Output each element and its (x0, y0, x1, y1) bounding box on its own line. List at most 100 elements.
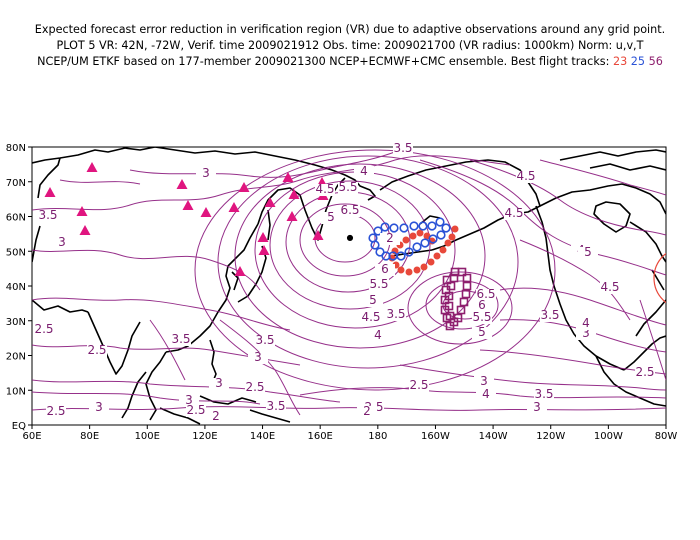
title-line-2: PLOT 5 VR: 42N, -72W, Verif. time 200902… (56, 39, 644, 52)
contour-label: 5 (327, 210, 335, 224)
contour-label: 3 (533, 400, 541, 414)
contour-label-bg (476, 289, 496, 301)
contour-label-bg (354, 166, 374, 178)
longitude-axis: 60E 80E 100E 120E 140E 160E 180 160W 140W 120W 100… (22, 425, 677, 442)
square-marker (456, 305, 466, 315)
contour-label-bg (386, 309, 406, 321)
contour-label-bg (52, 237, 72, 249)
contour-label-bg (179, 395, 199, 407)
square-marker (440, 295, 450, 305)
contour-label-bg (504, 208, 524, 220)
contour-label: 3.5 (38, 208, 57, 222)
contour-label-bg (38, 210, 58, 222)
contour-label-bg (361, 312, 381, 324)
red-dot-marker (416, 229, 424, 237)
contour-label-bg (315, 184, 335, 196)
lat-tick-label: 20N (6, 352, 26, 363)
red-dot-marker (413, 266, 421, 274)
contour-label-bg (34, 324, 54, 336)
triangle-marker (182, 200, 194, 210)
contour-label-bg (576, 328, 596, 340)
contour-label: 2.5 (87, 343, 106, 357)
blue-circle-marker (409, 221, 419, 231)
blue-circle-marker (373, 226, 383, 236)
contour-label-bg (321, 212, 341, 224)
square-marker (459, 297, 469, 307)
contour-label: 5.5 (338, 180, 357, 194)
contour-label: 3.5 (393, 141, 412, 155)
contour-label: 3.5 (171, 332, 190, 346)
triangle-marker (86, 162, 98, 172)
contour-label-bg (472, 312, 492, 324)
contour-label-bg (248, 352, 268, 364)
red-dot-marker (397, 266, 405, 274)
latitude-axis: 80N 70N 60N 50N 40N 30N 20N 10N EQ (6, 143, 32, 432)
contour-label: 5 (584, 245, 592, 259)
contour-label-bg (338, 182, 358, 194)
contour-label: 4.5 (361, 310, 380, 324)
triangle-marker (312, 230, 324, 240)
contour-label: 3 (202, 166, 210, 180)
contour-label-bg (209, 378, 229, 390)
lat-tick-label: 30N (6, 317, 26, 328)
blue-circle-marker (420, 238, 430, 248)
contour-label: 6 (381, 262, 389, 276)
contour-label-bg (186, 405, 206, 417)
lat-tick-label: 50N (6, 247, 26, 258)
contour-label-bg (196, 168, 216, 180)
red-dot-marker (405, 268, 413, 276)
contour-label: 3 (215, 376, 223, 390)
contour-label: 3 (254, 350, 262, 364)
blue-circle-marker (375, 247, 385, 257)
lon-tick-label: 160W (421, 431, 450, 442)
contour-label-bg (87, 345, 107, 357)
contour-label-bg (527, 402, 547, 414)
contour-label: 3 (582, 326, 590, 340)
contour-label: 2 (386, 231, 394, 245)
blue-circle-marker (428, 234, 438, 244)
contour-label: 3.5 (540, 308, 559, 322)
contour-label-bg (540, 310, 560, 322)
blue-circle-marker (399, 223, 409, 233)
contour-label: 5.5 (472, 310, 491, 324)
lon-tick-label: 120W (536, 431, 565, 442)
contour-label-bg (635, 367, 655, 379)
contour-label: 4 (482, 387, 490, 401)
square-marker (462, 281, 472, 291)
contour-label-bg (266, 401, 286, 413)
red-dot-marker (402, 236, 410, 244)
contour-label-bg (600, 282, 620, 294)
blue-circle-marker (441, 223, 451, 233)
triangle-marker (282, 172, 294, 182)
red-dot-marker (427, 258, 435, 266)
contour-label: 4 (582, 316, 590, 330)
red-dot-marker (409, 232, 417, 240)
square-marker (462, 273, 472, 283)
contour-label: 6.5 (476, 287, 495, 301)
contour-label-bg (472, 300, 492, 312)
triangle-marker (200, 207, 212, 217)
contour-label-bg (245, 382, 265, 394)
red-dot-marker (444, 239, 452, 247)
red-dot-marker (433, 252, 441, 260)
contour-label: 3.5 (255, 333, 274, 347)
contour-label-bg (357, 406, 377, 418)
contour-label: 6 (478, 298, 486, 312)
lon-tick-label: 100W (594, 431, 623, 442)
lat-tick-label: EQ (12, 421, 26, 432)
contour-label-bg (576, 318, 596, 330)
contour-labels: 3.544.533.535.56.554.565.554.543.56.565.… (34, 141, 655, 423)
triangle-marker (76, 206, 88, 216)
lat-tick-label: 10N (6, 386, 26, 397)
square-marker (442, 275, 452, 285)
lon-tick-label: 140W (479, 431, 508, 442)
contour-label: 3 (185, 393, 193, 407)
lon-tick-label: 100E (135, 431, 160, 442)
title-line-1: Expected forecast error reduction in ver… (34, 23, 666, 36)
contour-label: 4 (374, 328, 382, 342)
contour-label: 2.5 (186, 403, 205, 417)
square-marker (461, 289, 471, 299)
triangle-marker (258, 245, 270, 255)
square-marker (445, 321, 455, 331)
